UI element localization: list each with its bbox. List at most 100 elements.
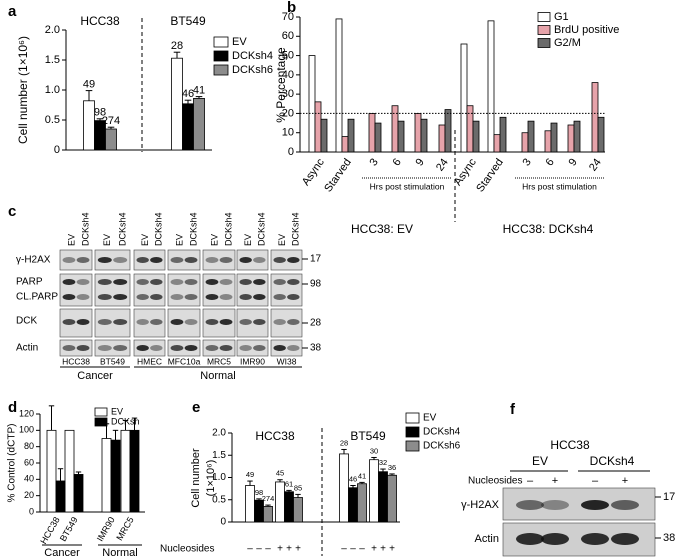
category-label: 3 [520,157,533,169]
y-tick-label: 2.0 [212,428,226,439]
blot-band [150,345,163,351]
blot-band [150,294,163,300]
bar [335,18,343,153]
blot-band [541,533,569,545]
cell-line-label: BT549 [100,356,125,366]
bar [171,57,183,151]
group-label: Cancer [44,547,80,559]
bar-note: 32 [379,458,387,467]
legend-label: EV [232,36,247,48]
legend-label: DCKsh4 [232,50,273,62]
blot-band [287,319,300,325]
blot-band [136,279,149,285]
group-label: BT549 [350,429,386,443]
treatment-sign: + [552,475,558,487]
panel-letter: d [8,399,17,416]
bar [347,118,355,153]
treatment-sign: – [592,475,599,487]
blot-band [239,345,252,351]
bar [110,439,121,513]
blot-panel [94,273,131,307]
row-label: PARP [16,277,43,288]
blot-panel [236,249,269,271]
blot-band [205,257,219,263]
bar-note: 274 [262,494,275,503]
blot-band [287,345,300,351]
group-label: HCC38: DCKsh4 [503,222,594,236]
bar-note: 46 [182,88,194,100]
bar [320,118,328,153]
blot-band [184,294,198,300]
blot-band [170,257,184,263]
legend-swatch [405,412,420,424]
blot-band [150,257,163,263]
lane-label: EV [209,234,219,246]
treatment-sign: – [341,544,347,555]
blot-band [62,294,76,300]
bar-note: 61 [285,479,293,488]
bar [597,116,605,153]
y-tick-label: 60 [282,30,294,42]
category-label: HCC38 [80,14,120,28]
cell-line-label: WI38 [277,356,297,366]
blot-band [113,279,128,285]
blot-panel [167,249,201,271]
bar [391,105,399,153]
marker-label: 98 [310,279,322,290]
blot-band [113,319,128,325]
blot-band [287,257,300,263]
bar-note: 30 [370,446,378,455]
cell-line-label: MFC10a [168,356,201,366]
panel-letter: b [287,0,296,16]
blot-band [184,279,198,285]
legend-swatch [537,38,551,48]
category-label: Async [300,156,327,188]
blot-band [273,279,286,285]
bar [46,429,57,513]
bar [64,429,75,513]
blot-band [150,319,163,325]
bar [73,474,84,513]
legend-swatch [94,417,108,427]
y-tick-label: 1.5 [45,54,60,66]
y-tick-label: 1.0 [45,84,60,96]
lane-label: DCKsh4 [188,212,198,246]
y-axis-label: Cell number (1×10⁶) [16,36,30,144]
row-label: γ-H2AX [16,255,51,266]
blot-band [516,500,544,510]
category-label: 3 [367,157,380,169]
bar [275,481,285,523]
panel-letter: a [8,3,17,20]
panel-letter: f [510,401,516,418]
y-tick-label: 80 [24,441,34,451]
marker-label: 17 [663,491,675,503]
bar [348,487,358,523]
bar [420,118,428,153]
bar [83,100,95,151]
treatment-sign: + [277,544,283,555]
bar-note: 28 [171,40,183,52]
category-label: MRC5 [114,515,135,542]
bar [499,116,507,153]
blot-panel [133,249,166,271]
bar [466,105,474,153]
bar [193,98,205,151]
bar [493,134,501,153]
bar [374,122,382,153]
group-label: Normal [102,547,137,559]
category-label: Async [452,156,479,188]
bar [129,429,140,513]
bar-note: 41 [193,85,205,97]
blot-band [113,257,128,263]
bar [369,459,379,523]
blot-band [136,294,149,300]
treatment-label: Nucleosides [468,476,522,487]
blot-panel [59,273,93,307]
y-tick-label: 60 [24,457,34,467]
legend-label: EV [423,413,437,424]
blot-title: HCC38 [550,438,590,452]
bar [341,136,349,153]
bar [550,122,558,153]
category-label: 24 [587,157,604,174]
blot-band [219,345,233,351]
